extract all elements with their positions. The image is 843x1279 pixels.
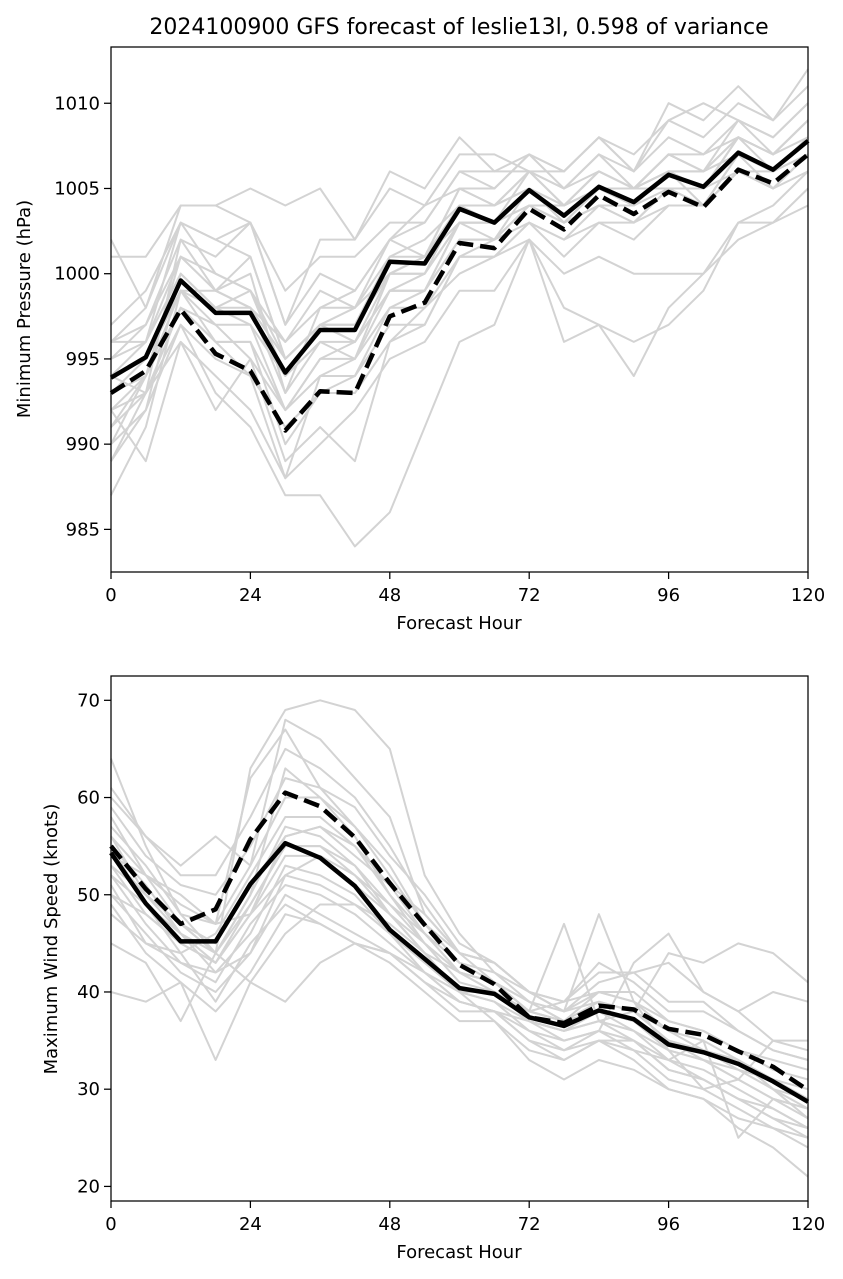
- pressure-ensemble-member-line: [110, 170, 809, 548]
- wind-x-tick-label: 72: [518, 1214, 541, 1235]
- wind-x-tick-label: 96: [657, 1214, 680, 1235]
- pressure-x-tick-label: 48: [378, 585, 401, 606]
- wind-x-tick-label: 0: [105, 1214, 116, 1235]
- pressure-dashed-mean-line: [109, 152, 810, 433]
- pressure-ensemble-member-line: [111, 119, 809, 377]
- pressure-x-tick-label: 72: [518, 585, 541, 606]
- pressure-ensemble-member-line: [110, 68, 809, 343]
- pressure-ensemble-member-line: [111, 102, 809, 326]
- pressure-axes-frame: [110, 46, 809, 573]
- pressure-x-tick-label: 96: [657, 585, 680, 606]
- chart-title: 2024100900 GFS forecast of leslie13l, 0.…: [149, 15, 768, 40]
- wind-y-tick-label: 70: [77, 690, 100, 711]
- wind-ensemble-member-line: [110, 845, 809, 1110]
- pressure-x-ticks: 0 24 48 72 96 120: [105, 572, 825, 606]
- wind-y-tick-label: 60: [77, 788, 100, 809]
- wind-x-ticks: 0 24 48 72 96 120: [105, 1201, 825, 1235]
- wind-y-tick-label: 40: [77, 982, 100, 1003]
- pressure-panel: 0 24 48 72 96 120 985 990 995 1000 1005 1010 Forec…: [14, 46, 825, 634]
- wind-mean-lines: [109, 790, 810, 1104]
- wind-x-tick-label: 24: [239, 1214, 262, 1235]
- pressure-y-axis-label: Minimum Pressure (hPa): [14, 200, 35, 418]
- pressure-solid-mean-line: [109, 139, 810, 380]
- pressure-x-tick-label: 120: [791, 585, 825, 606]
- pressure-y-tick-label: 995: [66, 349, 100, 370]
- wind-axes-frame: [110, 675, 809, 1202]
- pressure-ensemble-member-line: [110, 204, 809, 429]
- pressure-y-tick-label: 1010: [54, 93, 100, 114]
- wind-x-axis-label: Forecast Hour: [396, 1242, 522, 1263]
- pressure-y-ticks: 985 990 995 1000 1005 1010: [54, 93, 111, 540]
- wind-ensemble-member-line: [110, 903, 809, 1139]
- pressure-ensemble-member-line: [110, 187, 809, 480]
- wind-x-tick-label: 48: [378, 1214, 401, 1235]
- wind-y-axis-label: Maximum Wind Speed (knots): [41, 804, 62, 1075]
- wind-ensemble-member-line: [110, 893, 809, 1139]
- pressure-ensemble-member-line: [110, 136, 809, 360]
- pressure-mean-lines: [109, 139, 810, 433]
- wind-ensemble-member-line: [110, 777, 809, 1061]
- wind-y-tick-label: 50: [77, 885, 100, 906]
- wind-ensemble-member-line: [110, 796, 809, 1081]
- pressure-x-tick-label: 24: [239, 585, 262, 606]
- pressure-x-tick-label: 0: [105, 585, 116, 606]
- pressure-ensemble-member-line: [110, 153, 809, 412]
- wind-y-tick-label: 20: [77, 1176, 100, 1197]
- pressure-y-tick-label: 1005: [54, 178, 100, 199]
- wind-y-ticks: 20 30 40 50 60 70: [77, 690, 111, 1197]
- wind-solid-mean-line: [109, 840, 810, 1104]
- pressure-y-tick-label: 1000: [54, 264, 100, 285]
- pressure-y-tick-label: 990: [66, 434, 100, 455]
- wind-x-tick-label: 120: [791, 1214, 825, 1235]
- wind-y-tick-label: 30: [77, 1079, 100, 1100]
- wind-ensemble-member-line: [110, 854, 809, 1042]
- pressure-y-tick-label: 985: [66, 519, 100, 540]
- wind-dashed-mean-line: [109, 790, 810, 1093]
- pressure-x-axis-label: Forecast Hour: [396, 613, 522, 634]
